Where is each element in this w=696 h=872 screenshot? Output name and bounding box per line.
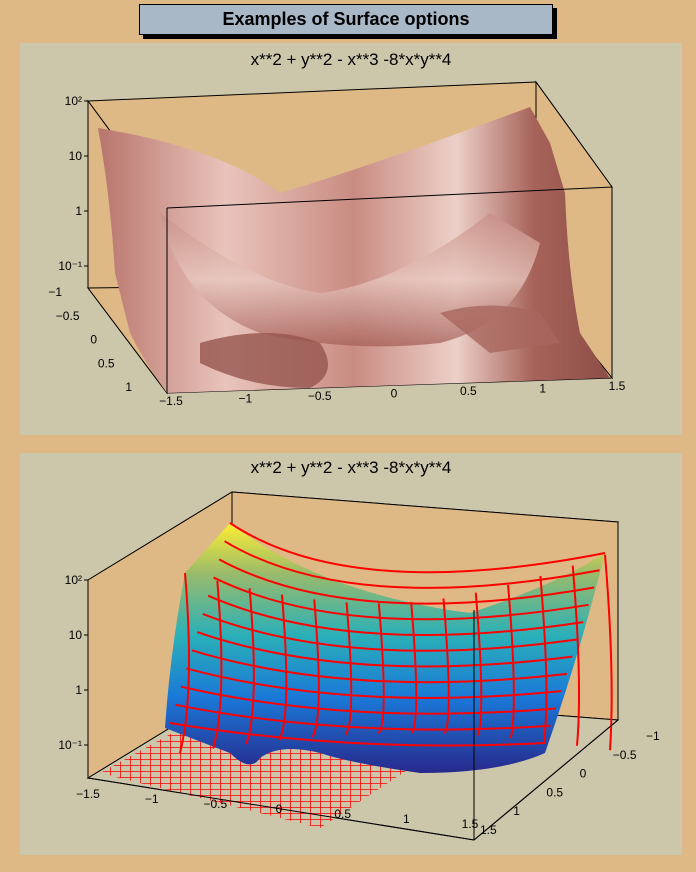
y-tick-label: 0.5 [546, 785, 563, 799]
plot-title-2: x**2 + y**2 - x**3 -8*x*y**4 [251, 458, 452, 477]
z-tick-label: 10² [65, 94, 82, 108]
z-tick-label: 10⁻¹ [58, 738, 82, 752]
mesh-line [169, 722, 546, 747]
red-mesh [169, 522, 613, 754]
x-tick-label: 0 [276, 802, 283, 816]
mesh-line [311, 599, 320, 738]
x-tick-label: −0.5 [308, 389, 332, 403]
y-tick-label: −0.5 [56, 309, 80, 323]
z-tick-label: 10 [69, 149, 83, 163]
mesh-line [186, 667, 562, 699]
x-tick-label: 0 [391, 387, 398, 401]
surface-plot-2: x**2 + y**2 - x**3 -8*x*y**4 −1.5 −1 −0.5 0… [58, 458, 660, 841]
x-tick-label: 1.5 [609, 379, 626, 393]
y-tick-label: 1 [513, 804, 520, 818]
colour-surface [165, 523, 605, 773]
surface-dip-right [440, 305, 560, 353]
top-pad[interactable]: x**2 + y**2 - x**3 -8*x*y**4 −1.5 −1 −0.5 0… [20, 43, 682, 435]
x-tick-label: 1.5 [462, 817, 479, 831]
z-tick-label: 1 [75, 204, 82, 218]
axes-2: −1.5 −1 −0.5 0 0.5 1 1.5 −1 −0.5 0 0.5 1 1.5 10² 10 1 10… [58, 573, 660, 837]
y-tick-label: 1 [125, 380, 132, 394]
x-tick-label: −0.5 [203, 797, 227, 811]
mesh-line [229, 522, 606, 574]
front-frame [166, 186, 613, 378]
surface-dip [200, 333, 328, 388]
x-tick-label: 0.5 [460, 384, 477, 398]
surface-plot-1: x**2 + y**2 - x**3 -8*x*y**4 −1.5 −1 −0.5 0… [48, 50, 625, 408]
mesh-line [175, 703, 551, 731]
mesh-line [604, 554, 613, 751]
y-tick-label: −1 [48, 285, 62, 299]
mesh-line [179, 572, 190, 754]
y-tick-label: 0.5 [98, 356, 115, 370]
mesh-line [180, 685, 556, 715]
y-tick-label: 1.5 [480, 823, 497, 837]
y-tick-label: 0 [90, 333, 97, 347]
z-tick-label: 10⁻¹ [58, 259, 82, 273]
mesh-line [224, 540, 600, 589]
z-tick-label: 10² [65, 573, 82, 587]
mesh-line [507, 585, 515, 739]
x-tick-label: −1.5 [159, 394, 183, 408]
mesh-line [213, 576, 589, 621]
mesh-line [202, 612, 578, 652]
x-tick-label: 1 [539, 382, 546, 396]
mesh-line [377, 603, 385, 735]
mesh-line [218, 558, 595, 605]
y-tick-label: −1 [646, 729, 660, 743]
mesh-line [191, 649, 567, 684]
bottom-pad[interactable]: x**2 + y**2 - x**3 -8*x*y**4 −1.5 −1 −0.5 0… [20, 453, 682, 855]
z-tick-label: 10 [69, 628, 83, 642]
canvas-title: Examples of Surface options [139, 4, 553, 35]
mesh-line [207, 594, 584, 636]
z-tick-label: 1 [75, 683, 82, 697]
mesh-line [539, 575, 548, 742]
plot-title-1: x**2 + y**2 - x**3 -8*x*y**4 [251, 50, 452, 69]
y-tick-label: 0 [580, 767, 587, 781]
x-tick-label: 0.5 [334, 807, 351, 821]
x-tick-label: −1 [145, 792, 159, 806]
mesh-line [571, 565, 581, 746]
mesh-line [212, 580, 223, 749]
mesh-line [196, 631, 573, 668]
y-tick-label: −0.5 [613, 748, 637, 762]
x-tick-label: −1.5 [76, 787, 100, 801]
x-tick-label: −1 [238, 392, 252, 406]
x-tick-label: 1 [403, 812, 410, 826]
